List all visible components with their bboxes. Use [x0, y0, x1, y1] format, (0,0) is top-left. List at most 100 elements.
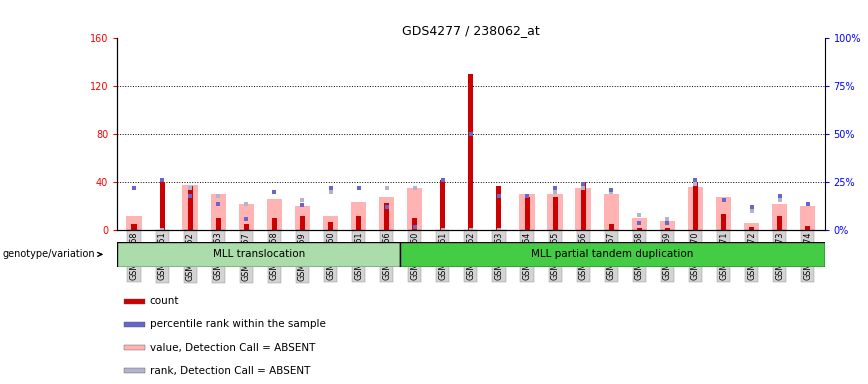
Point: [155, 227, 169, 233]
Bar: [637, 228, 641, 230]
Point: [492, 193, 506, 199]
Point: [324, 189, 338, 195]
Point: [549, 189, 562, 195]
Text: value, Detection Call = ABSENT: value, Detection Call = ABSENT: [149, 343, 315, 353]
Point: [717, 197, 731, 203]
Bar: [716, 197, 731, 230]
Bar: [124, 368, 146, 373]
Point: [464, 131, 477, 137]
Bar: [519, 194, 535, 230]
Bar: [721, 214, 726, 230]
Point: [379, 185, 393, 191]
Point: [661, 216, 674, 222]
Bar: [328, 222, 333, 230]
Point: [604, 189, 618, 195]
Text: percentile rank within the sample: percentile rank within the sample: [149, 319, 326, 329]
Point: [183, 185, 197, 191]
Point: [688, 181, 702, 187]
Point: [661, 220, 674, 226]
Bar: [400, 242, 825, 267]
Point: [211, 200, 225, 207]
Text: MLL translocation: MLL translocation: [213, 249, 305, 260]
Point: [352, 185, 365, 191]
Title: GDS4277 / 238062_at: GDS4277 / 238062_at: [402, 24, 540, 37]
Point: [211, 193, 225, 199]
Bar: [412, 218, 418, 230]
Bar: [772, 204, 787, 230]
Point: [352, 185, 365, 191]
Point: [745, 204, 759, 210]
Point: [604, 187, 618, 193]
Bar: [160, 182, 165, 230]
Point: [408, 223, 422, 230]
Point: [717, 197, 731, 203]
Bar: [469, 74, 473, 230]
Bar: [266, 199, 282, 230]
Point: [801, 200, 815, 207]
Point: [155, 177, 169, 184]
Bar: [744, 223, 760, 230]
Bar: [548, 194, 562, 230]
Bar: [239, 204, 254, 230]
Point: [436, 177, 450, 184]
Bar: [693, 182, 698, 230]
Bar: [216, 218, 220, 230]
Bar: [351, 202, 366, 230]
Bar: [777, 216, 782, 230]
Point: [408, 185, 422, 191]
Point: [464, 227, 477, 233]
Bar: [272, 218, 277, 230]
Text: genotype/variation: genotype/variation: [3, 249, 102, 260]
Bar: [323, 216, 339, 230]
Bar: [124, 345, 146, 350]
Point: [183, 193, 197, 199]
Bar: [295, 207, 310, 230]
Bar: [553, 197, 557, 230]
Bar: [496, 186, 502, 230]
Point: [436, 227, 450, 233]
Point: [576, 181, 590, 187]
Point: [633, 212, 647, 218]
Point: [492, 227, 506, 233]
Bar: [575, 189, 591, 230]
Bar: [124, 322, 146, 327]
Bar: [131, 224, 136, 230]
Point: [520, 193, 534, 199]
Point: [267, 189, 281, 195]
Bar: [182, 185, 198, 230]
Point: [549, 185, 562, 191]
Text: MLL partial tandem duplication: MLL partial tandem duplication: [531, 249, 694, 260]
Bar: [800, 207, 815, 230]
Point: [295, 197, 309, 203]
Bar: [660, 221, 675, 230]
Bar: [806, 225, 811, 230]
Bar: [211, 194, 226, 230]
Point: [267, 189, 281, 195]
Point: [324, 185, 338, 191]
Bar: [300, 216, 305, 230]
Bar: [244, 224, 249, 230]
Text: count: count: [149, 296, 179, 306]
Point: [773, 193, 786, 199]
Bar: [632, 218, 647, 230]
Bar: [440, 180, 445, 230]
Point: [801, 200, 815, 207]
Bar: [356, 216, 361, 230]
Bar: [117, 242, 400, 267]
Point: [688, 177, 702, 184]
Point: [520, 193, 534, 199]
Bar: [581, 182, 586, 230]
Point: [379, 204, 393, 210]
Bar: [749, 227, 754, 230]
Bar: [407, 189, 423, 230]
Point: [240, 216, 253, 222]
Point: [127, 185, 141, 191]
Bar: [187, 186, 193, 230]
Point: [240, 200, 253, 207]
Point: [576, 185, 590, 191]
Point: [745, 208, 759, 214]
Bar: [385, 203, 389, 230]
Point: [633, 220, 647, 226]
Bar: [687, 187, 703, 230]
Point: [127, 185, 141, 191]
